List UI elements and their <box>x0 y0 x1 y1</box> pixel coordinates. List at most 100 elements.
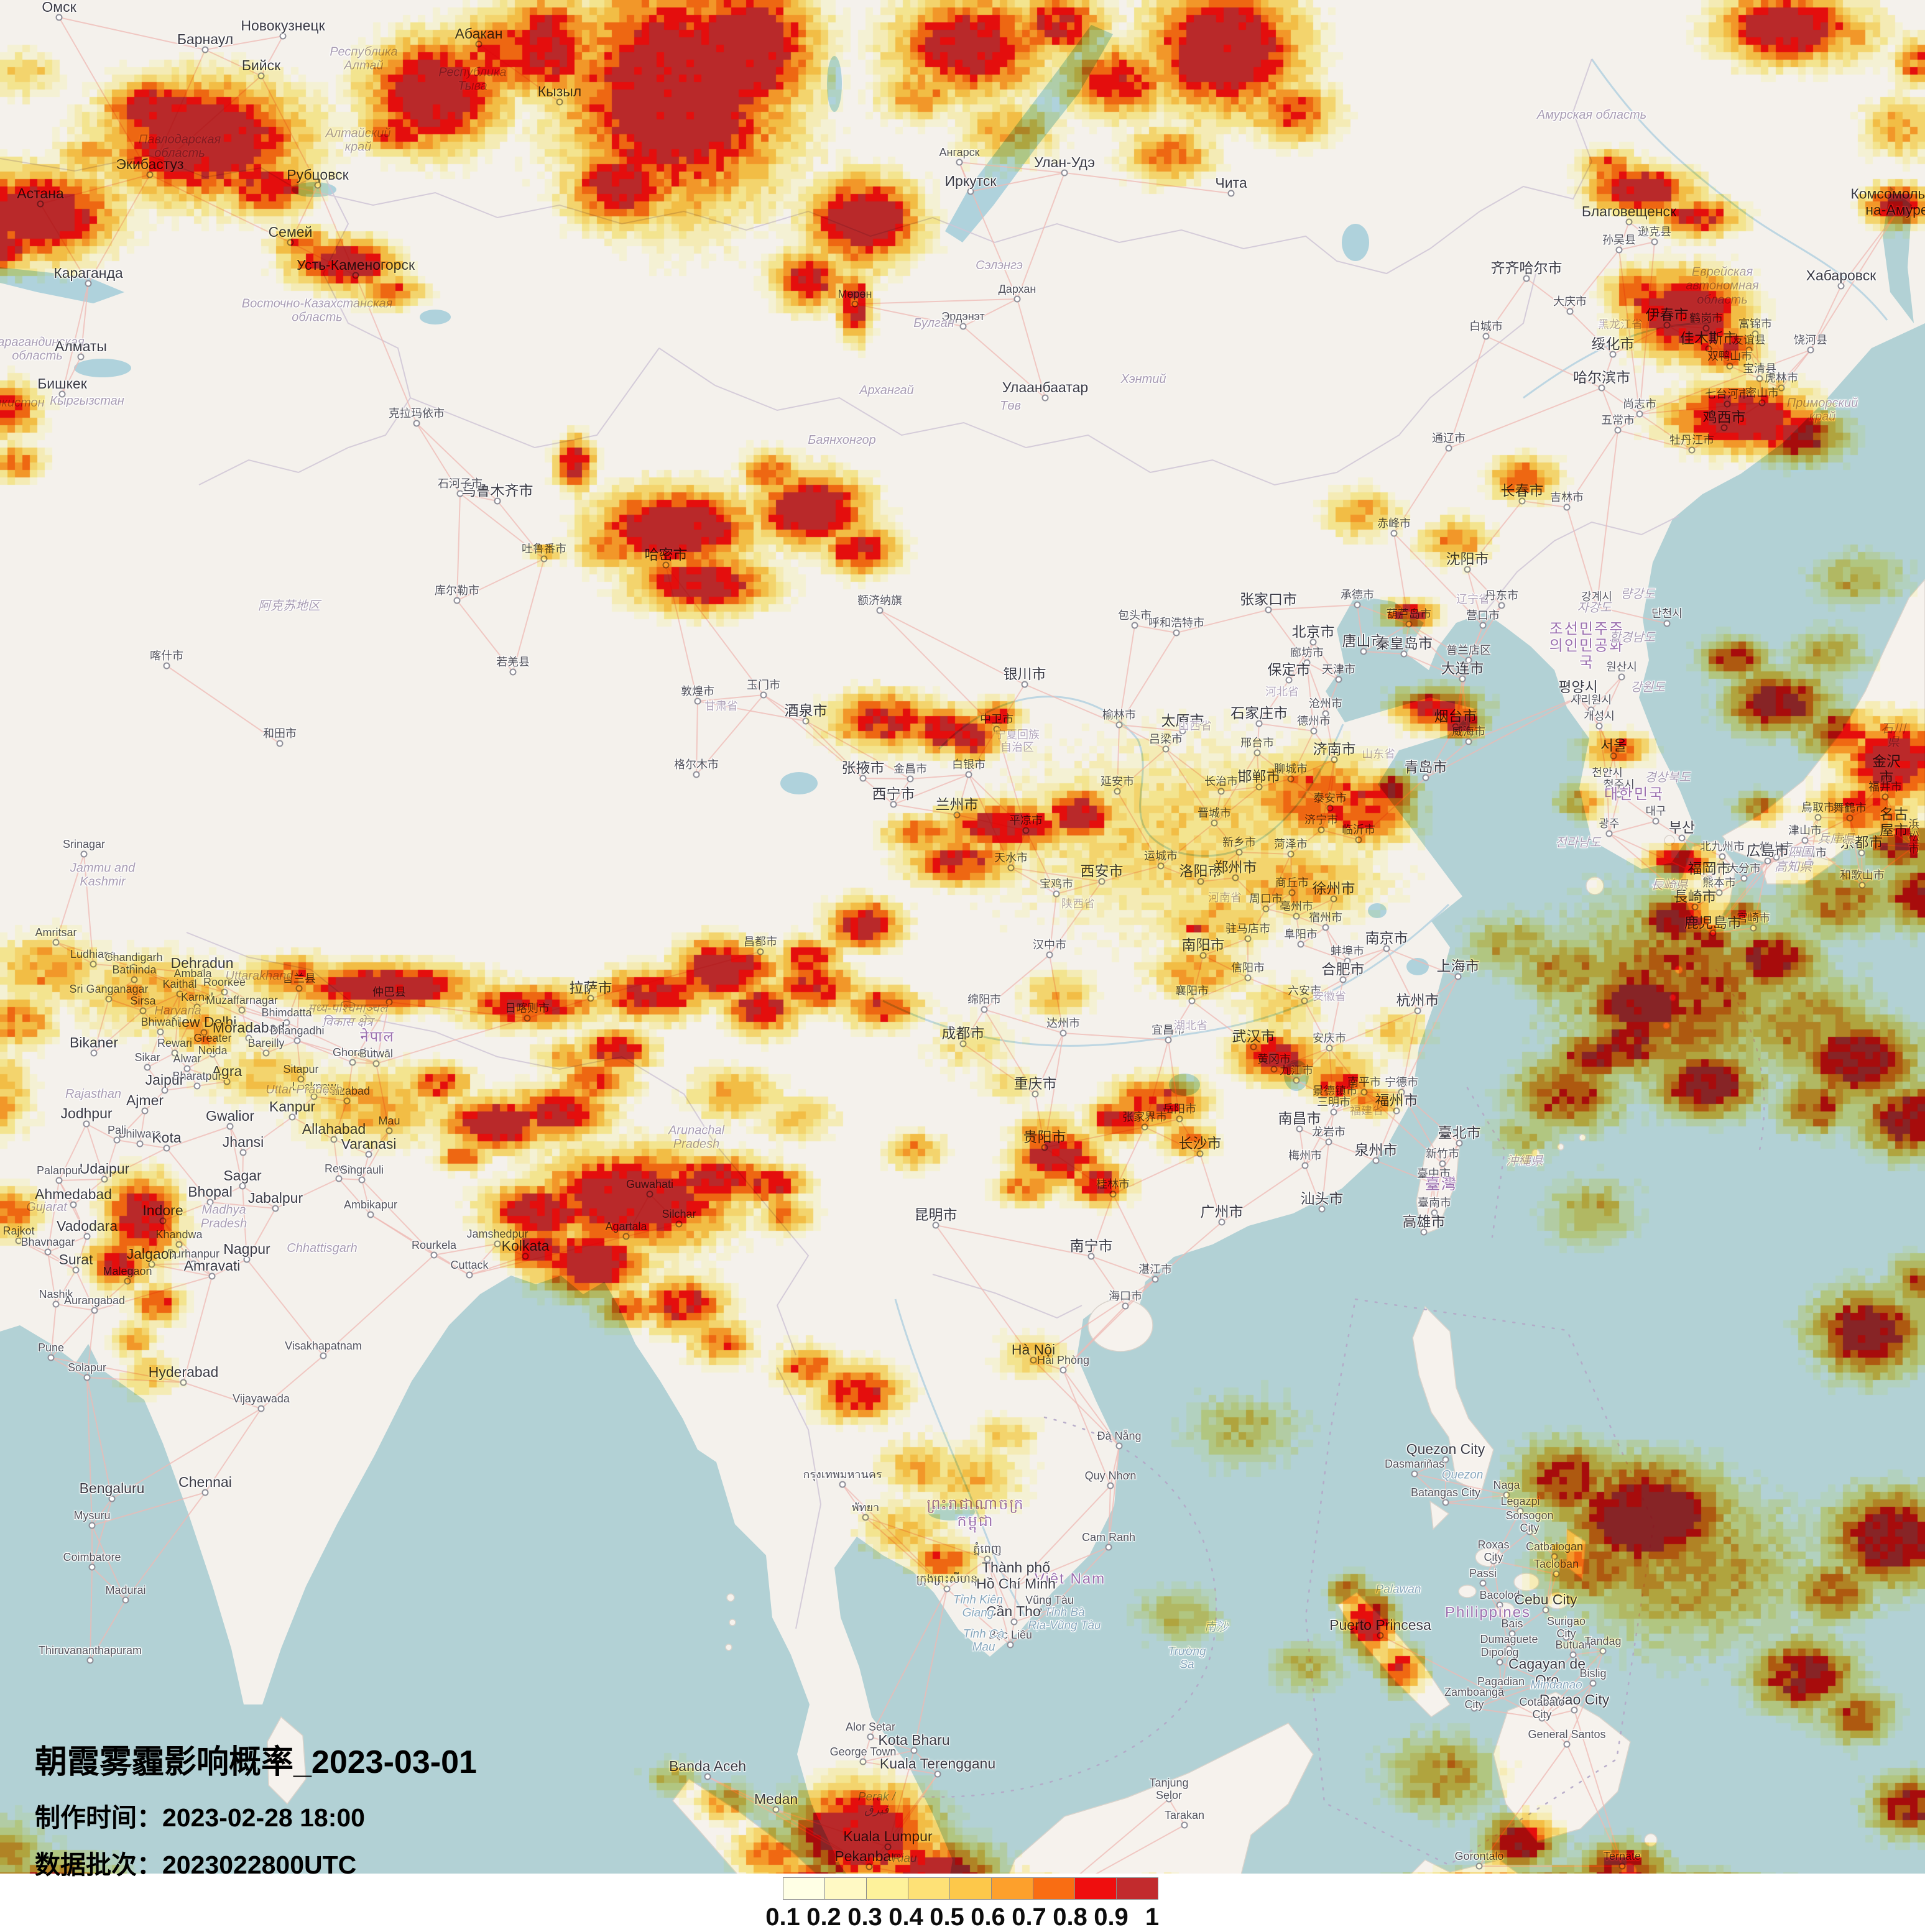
map-label: 若羌县 <box>496 655 530 668</box>
map-label: Tandag <box>1584 1634 1622 1647</box>
map-label: 绥化市 <box>1591 336 1635 352</box>
map-label: 周口市 <box>1249 892 1283 905</box>
map-label: 名古屋市 <box>1880 806 1908 838</box>
map-label: Sitapur <box>283 1062 319 1075</box>
map-label: Благовещенск <box>1581 203 1677 220</box>
map-label: 济南市 <box>1313 741 1356 758</box>
map-label: 延安市 <box>1101 775 1134 788</box>
map-label: Караганда <box>53 265 123 282</box>
map-label: Kota Bharu <box>878 1732 950 1749</box>
map-label: 汕头市 <box>1300 1190 1344 1207</box>
map-label: Jhansi <box>222 1134 264 1151</box>
map-label: ក្រុងព្រះសីហនុ <box>916 1572 978 1585</box>
map-label: Ahmedabad <box>34 1186 113 1203</box>
map-label: Quezon City <box>1406 1441 1485 1458</box>
map-label: 吐鲁番市 <box>522 542 566 555</box>
map-label: 格尔木市 <box>674 758 719 771</box>
map-label: Алтайский край <box>325 126 391 154</box>
map-label: Bạc Liêu <box>988 1628 1033 1641</box>
map-label: 兰州市 <box>935 796 979 813</box>
map-label: 亳州市 <box>1280 899 1313 913</box>
map-label: Malegaon <box>103 1264 152 1277</box>
map-label: 泰安市 <box>1313 791 1347 804</box>
map-label: 南昌市 <box>1278 1110 1321 1127</box>
map-label: Amravati <box>183 1258 241 1274</box>
map-label: 哈密市 <box>644 546 688 563</box>
map-label: Комсомольск- на-Амуре <box>1850 185 1925 218</box>
legend-scale-labels: 0.1 0.2 0.3 0.4 0.5 0.6 0.7 0.8 0.9 1 <box>765 1903 1159 1932</box>
map-label: Naga <box>1493 1478 1520 1491</box>
map-label: 汉中市 <box>1033 938 1066 951</box>
map-label: 新乡市 <box>1222 835 1256 849</box>
map-label: 경상북도 <box>1645 770 1691 784</box>
map-label: พัทยา <box>851 1501 880 1514</box>
map-label: 白城市 <box>1469 320 1503 333</box>
map-label: Roxas City <box>1477 1538 1510 1563</box>
map-label: 甘肃省 <box>704 699 738 712</box>
map-label: Bathinda <box>112 963 157 976</box>
map-label: 桂林市 <box>1096 1177 1130 1190</box>
map-label: 臺南市 <box>1418 1196 1451 1209</box>
map-label: 石河子市 <box>438 477 482 490</box>
map-label: 부산 <box>1668 819 1696 836</box>
map-label: Chennai <box>178 1474 232 1491</box>
map-label: 玉门市 <box>747 678 780 691</box>
map-label: 岡山市 <box>1793 846 1827 859</box>
map-label: 德州市 <box>1297 714 1331 727</box>
map-label: 拉萨市 <box>569 980 612 996</box>
map-label: Чита <box>1215 175 1247 191</box>
map-label: 岳阳市 <box>1163 1102 1196 1115</box>
legend-swatch <box>866 1877 908 1900</box>
map-label: Dhangadhi <box>270 1024 325 1037</box>
legend-scale-value: 0.3 <box>847 1903 882 1931</box>
map-label: Burhanpur <box>167 1247 220 1260</box>
map-label: 鹤岗市 <box>1689 311 1723 324</box>
map-label: Madhya Pradesh <box>200 1203 247 1231</box>
map-label: 松山市 <box>1760 840 1793 853</box>
map-label: Tỉnh Kiên Giang <box>953 1593 1004 1620</box>
map-label: Rajasthan <box>65 1087 122 1101</box>
map-label: 三明市 <box>1317 1095 1350 1108</box>
map-label: 강원도 <box>1630 680 1665 694</box>
map-label: Jamshedpur <box>466 1227 529 1240</box>
map-label: 普兰店区 <box>1446 643 1491 656</box>
probability-legend: 0.1 0.2 0.3 0.4 0.5 0.6 0.7 0.8 0.9 1 <box>765 1877 1159 1932</box>
map-label: 鳥取市 <box>1801 801 1835 814</box>
map-label: 合肥市 <box>1321 961 1365 978</box>
map-label: Амурская область <box>1536 108 1647 122</box>
map-label: Ambikapur <box>343 1198 398 1211</box>
map-label: 绵阳市 <box>967 993 1001 1006</box>
map-label: Семей <box>268 224 313 241</box>
legend-swatch <box>1116 1877 1158 1900</box>
map-label: 宿州市 <box>1309 911 1342 924</box>
map-label: 伊春市 <box>1645 306 1689 323</box>
map-label: Butwāl <box>359 1047 394 1060</box>
map-label: Surat <box>58 1251 93 1268</box>
map-label: Nagpur <box>223 1241 270 1258</box>
map-label: ព្រះរាជាណាចក្រ កម្ពុជា <box>926 1496 1025 1530</box>
map-label: 高雄市 <box>1402 1213 1446 1230</box>
map-label: 臺灣 <box>1425 1175 1457 1193</box>
map-label: 黄冈市 <box>1257 1052 1291 1065</box>
map-label: Республика Алтай <box>330 45 398 73</box>
map-label: 平凉市 <box>1009 814 1043 827</box>
map-label: 安庆市 <box>1313 1031 1346 1044</box>
map-label: Абакан <box>455 25 503 42</box>
map-label: 克拉玛依市 <box>389 407 445 420</box>
map-label: 宝清县 <box>1743 362 1776 375</box>
map-label: 徐州市 <box>1312 880 1355 897</box>
map-label: Allahabad <box>302 1121 366 1138</box>
map-label: 大连市 <box>1441 660 1484 677</box>
map-label: Kanpur <box>269 1098 316 1115</box>
map-label: Архангай <box>859 383 914 397</box>
map-label: Dehradun <box>170 955 234 972</box>
map-label: Бийск <box>241 57 281 74</box>
map-label: 대한민국 <box>1604 786 1664 803</box>
map-label: 成都市 <box>941 1025 985 1042</box>
map-label: Баянхонгор <box>808 433 876 447</box>
map-label: Sikar <box>134 1051 160 1064</box>
map-label: 南沙 <box>1204 1621 1229 1634</box>
map-label: Mindanao <box>1530 1678 1582 1692</box>
map-label: 평양시 <box>1558 679 1598 696</box>
map-label: Trường Sa <box>1168 1645 1206 1672</box>
